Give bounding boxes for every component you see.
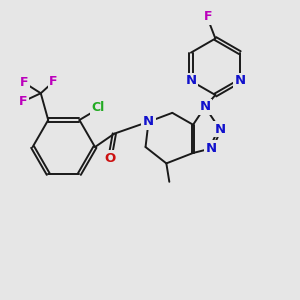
Text: O: O [104, 152, 116, 165]
Text: Cl: Cl [92, 101, 105, 114]
Text: N: N [206, 142, 217, 155]
Text: N: N [234, 74, 245, 87]
Text: N: N [143, 115, 154, 128]
Text: F: F [19, 95, 27, 108]
Text: N: N [185, 74, 197, 87]
Text: F: F [204, 10, 212, 23]
Text: F: F [49, 76, 58, 88]
Text: N: N [214, 123, 225, 136]
Text: F: F [20, 76, 29, 89]
Text: N: N [200, 100, 211, 113]
